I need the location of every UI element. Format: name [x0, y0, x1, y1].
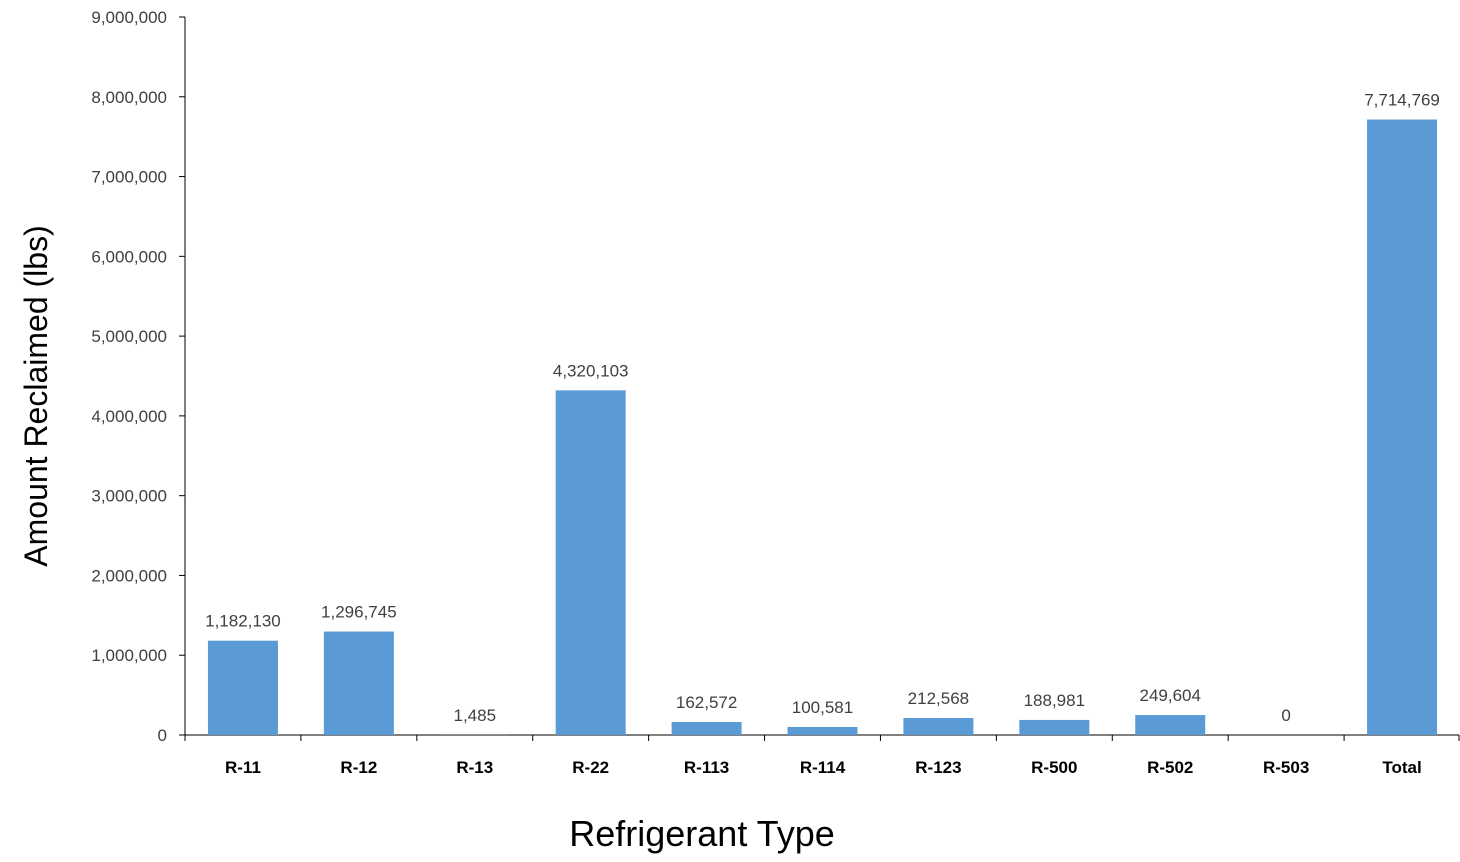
x-tick-label: R-113: [684, 758, 729, 777]
y-tick-label: 1,000,000: [91, 646, 167, 665]
bar-total: [1367, 120, 1437, 735]
bar-r-114: [788, 727, 858, 735]
data-label-r-123: 212,568: [908, 689, 969, 708]
y-tick-label: 5,000,000: [91, 327, 167, 346]
bar-r-12: [324, 632, 394, 735]
y-tick-label: 6,000,000: [91, 247, 167, 266]
y-tick-label: 8,000,000: [91, 88, 167, 107]
x-tick-label: R-22: [572, 758, 609, 777]
x-tick-label: R-502: [1147, 758, 1193, 777]
x-axis: R-11 R-12 R-13 R-22 R-113 R-114 R-123 R-500 R-50…: [185, 735, 1459, 777]
data-label-total: 7,714,769: [1364, 91, 1440, 110]
y-tick-label: 2,000,000: [91, 566, 167, 585]
bar-r-500: [1019, 720, 1089, 735]
y-tick-label: 9,000,000: [91, 8, 167, 27]
y-tick-label: 3,000,000: [91, 487, 167, 506]
y-tick-label: 7,000,000: [91, 168, 167, 187]
data-label-r-22: 4,320,103: [553, 361, 629, 380]
x-tick-label: R-11: [225, 758, 261, 777]
y-tick-label: 4,000,000: [91, 407, 167, 426]
data-labels: 1,182,130 1,296,745 1,485 4,320,103 162,572 1…: [205, 91, 1440, 725]
bar-r-502: [1135, 715, 1205, 735]
bar-r-22: [556, 390, 626, 735]
y-axis-title: Amount Reclaimed (lbs): [18, 225, 54, 566]
x-tick-label: R-12: [340, 758, 377, 777]
x-tick-label: Total: [1382, 758, 1421, 777]
bar-r-123: [903, 718, 973, 735]
x-axis-title: Refrigerant Type: [569, 813, 834, 854]
y-axis: 0 1,000,000 2,000,000 3,000,000 4,000,000 5,0…: [91, 8, 185, 745]
x-tick-label: R-503: [1263, 758, 1309, 777]
x-tick-label: R-500: [1031, 758, 1077, 777]
x-tick-label: R-13: [456, 758, 493, 777]
data-label-r-11: 1,182,130: [205, 612, 281, 631]
data-label-r-502: 249,604: [1140, 686, 1201, 705]
data-label-r-114: 100,581: [792, 698, 853, 717]
data-label-r-503: 0: [1281, 706, 1290, 725]
data-label-r-113: 162,572: [676, 693, 737, 712]
bars: [208, 120, 1437, 735]
bar-r-11: [208, 641, 278, 735]
y-tick-label: 0: [158, 726, 167, 745]
bar-r-113: [672, 722, 742, 735]
x-tick-label: R-114: [800, 758, 846, 777]
data-label-r-500: 188,981: [1024, 691, 1085, 710]
x-tick-label: R-123: [915, 758, 961, 777]
data-label-r-12: 1,296,745: [321, 603, 397, 622]
data-label-r-13: 1,485: [453, 706, 496, 725]
